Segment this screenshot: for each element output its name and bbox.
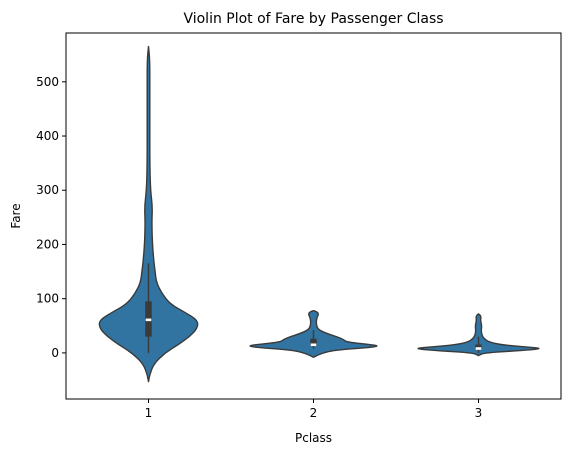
y-tick-label: 500 [36, 75, 59, 89]
violin-body-1 [98, 45, 199, 383]
chart-title: Violin Plot of Fare by Passenger Class [183, 11, 443, 27]
x-tick-label: 1 [145, 406, 153, 420]
y-axis-label: Fare [9, 203, 23, 228]
x-tick-label: 2 [310, 406, 318, 420]
y-tick-label: 100 [36, 292, 59, 306]
plot-area [98, 45, 540, 383]
y-tick-label: 0 [51, 346, 59, 360]
x-axis-label: Pclass [295, 431, 332, 445]
y-axis: 0 100 200 300 400 500 [36, 75, 66, 360]
y-tick-label: 300 [36, 183, 59, 197]
y-tick-label: 400 [36, 129, 59, 143]
y-tick-label: 200 [36, 237, 59, 251]
violin-iqr-box-3 [475, 344, 482, 349]
violin-median-3 [475, 347, 482, 350]
violin-body-3 [417, 313, 540, 357]
x-axis: 1 2 3 [145, 399, 483, 420]
violin-median-2 [310, 343, 317, 347]
x-tick-label: 3 [475, 406, 483, 420]
violin-iqr-box-2 [310, 338, 317, 346]
violin-median-1 [145, 318, 152, 322]
